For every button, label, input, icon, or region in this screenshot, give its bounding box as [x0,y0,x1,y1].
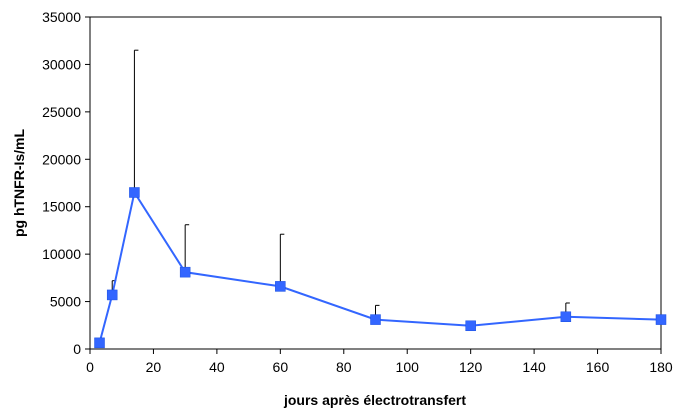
y-tick-label: 0 [73,341,81,357]
y-tick-label: 10000 [42,246,81,262]
x-tick-label: 0 [86,359,94,375]
y-tick-label: 25000 [42,104,81,120]
y-tick-label: 30000 [42,56,81,72]
y-tick-label: 35000 [42,9,81,25]
x-axis: 0 20 40 60 80 100 120 140 160 180 [86,349,673,375]
x-tick-label: 80 [336,359,352,375]
y-axis: 0 5000 10000 15000 20000 25000 30000 35000 [42,9,90,357]
error-bars [111,49,570,320]
data-point-marker [94,337,105,349]
data-point-marker [465,320,476,332]
data-point-marker [655,314,667,325]
data-point-marker [129,187,140,198]
data-markers [94,187,667,349]
data-point-marker [179,266,191,278]
x-tick-label: 40 [209,359,225,375]
y-tick-label: 20000 [42,151,81,167]
x-tick-label: 140 [522,359,546,375]
x-tick-label: 20 [146,359,162,375]
y-tick-label: 5000 [50,294,81,310]
plot-frame [89,16,662,350]
y-axis-title: pg hTNFR-Is/mL [11,129,27,238]
data-point-marker [106,289,118,301]
data-point-marker [275,281,286,292]
x-tick-label: 160 [586,359,610,375]
data-point-marker [560,311,572,322]
y-tick-label: 15000 [42,199,81,215]
data-point-marker [370,314,381,325]
x-tick-label: 100 [396,359,420,375]
x-tick-label: 60 [273,359,289,375]
x-tick-label: 180 [649,359,673,375]
x-axis-title: jours après électrotransfert [283,392,466,408]
x-tick-label: 120 [459,359,483,375]
